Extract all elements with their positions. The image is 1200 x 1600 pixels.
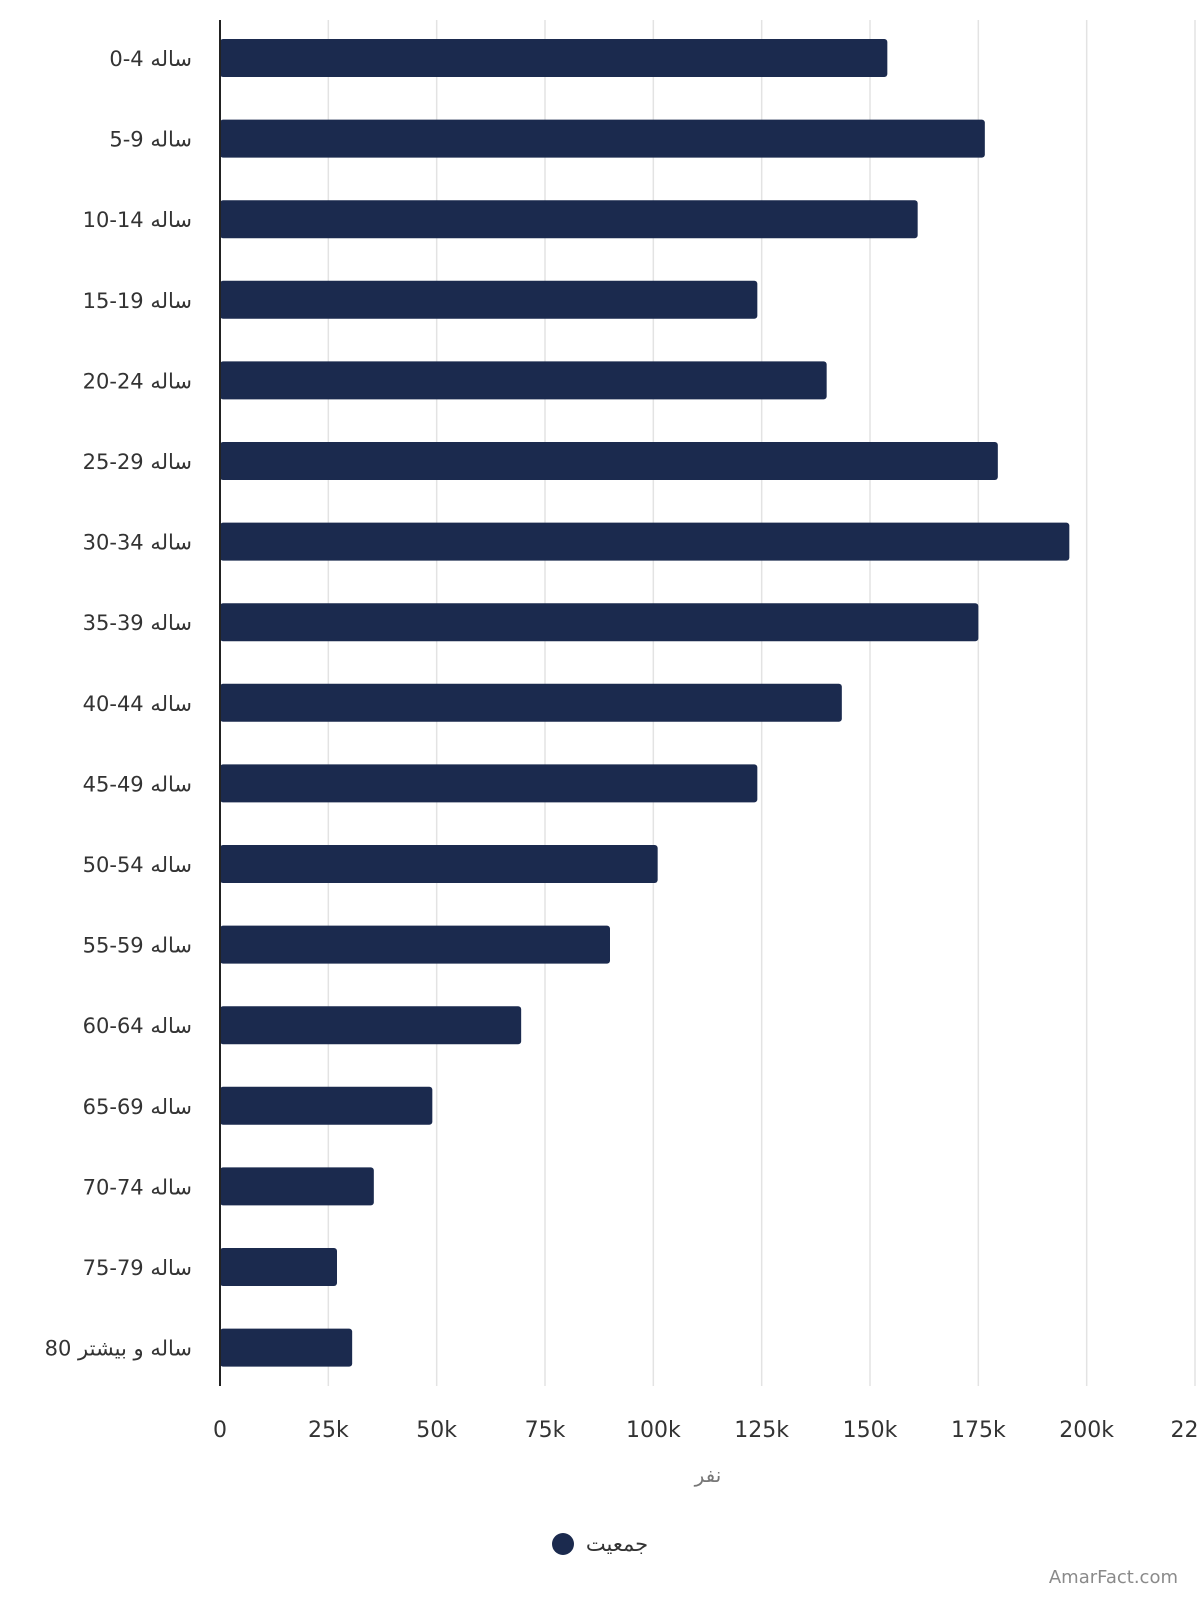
x-tick-label: 22... bbox=[1171, 1418, 1200, 1443]
x-tick-label: 200k bbox=[1059, 1418, 1114, 1443]
bar[interactable] bbox=[220, 1006, 522, 1045]
x-tick-label: 125k bbox=[734, 1418, 789, 1443]
category-label: 20-24 ساله bbox=[83, 369, 192, 393]
category-label: 75-79 ساله bbox=[83, 1256, 192, 1280]
bar[interactable] bbox=[220, 764, 758, 803]
bar[interactable] bbox=[220, 603, 979, 642]
bar[interactable] bbox=[220, 200, 918, 239]
x-tick-labels: 0 25k 50k 75k 100k 125k 150k 175k 200k 22... bbox=[213, 1418, 1200, 1443]
bar-chart: 0-4 ساله 5-9 ساله 10-14 ساله 15-19 ساله 20-2… bbox=[45, 20, 1200, 1487]
category-label: 25-29 ساله bbox=[83, 450, 192, 474]
category-label: 0-4 ساله bbox=[109, 47, 192, 71]
bar[interactable] bbox=[220, 361, 827, 400]
bar[interactable] bbox=[220, 1328, 353, 1367]
legend-label: جمعیت bbox=[585, 1532, 649, 1556]
bar[interactable] bbox=[220, 119, 985, 158]
x-tick-label: 75k bbox=[525, 1418, 566, 1443]
category-label: 60-64 ساله bbox=[83, 1014, 192, 1038]
category-label: 70-74 ساله bbox=[83, 1175, 192, 1199]
bar[interactable] bbox=[220, 39, 888, 77]
legend[interactable]: جمعیت bbox=[0, 1532, 1200, 1556]
bar[interactable] bbox=[220, 925, 610, 964]
category-label: 30-34 ساله bbox=[83, 531, 192, 555]
category-label: 65-69 ساله bbox=[83, 1095, 192, 1119]
x-tick-label: 175k bbox=[951, 1418, 1006, 1443]
bar[interactable] bbox=[220, 1167, 374, 1206]
bar[interactable] bbox=[220, 442, 998, 480]
category-label: 35-39 ساله bbox=[83, 611, 192, 635]
x-tick-label: 0 bbox=[213, 1418, 227, 1443]
x-axis-title: نفر bbox=[694, 1463, 722, 1487]
bars bbox=[220, 39, 1070, 1367]
bar[interactable] bbox=[220, 845, 658, 883]
x-tick-label: 150k bbox=[843, 1418, 898, 1443]
legend-swatch-icon bbox=[551, 1533, 574, 1555]
category-label: 15-19 ساله bbox=[83, 289, 192, 313]
category-label: 40-44 ساله bbox=[83, 692, 192, 716]
bar[interactable] bbox=[220, 280, 758, 319]
category-label: 45-49 ساله bbox=[83, 772, 192, 796]
category-label: 5-9 ساله bbox=[109, 128, 192, 152]
bar[interactable] bbox=[220, 683, 842, 722]
category-label: 50-54 ساله bbox=[83, 853, 192, 877]
category-label: 80 ساله و بیشتر bbox=[45, 1337, 192, 1361]
category-label: 55-59 ساله bbox=[83, 934, 192, 958]
x-tick-label: 100k bbox=[626, 1418, 681, 1443]
x-tick-label: 50k bbox=[416, 1418, 457, 1443]
x-tick-label: 25k bbox=[308, 1418, 349, 1443]
bar[interactable] bbox=[220, 1248, 337, 1286]
bar[interactable] bbox=[220, 1086, 433, 1125]
watermark: AmarFact.com bbox=[1048, 1567, 1178, 1588]
category-label: 10-14 ساله bbox=[83, 208, 192, 232]
category-labels: 0-4 ساله 5-9 ساله 10-14 ساله 15-19 ساله 20-2… bbox=[45, 47, 192, 1361]
bar[interactable] bbox=[220, 522, 1070, 561]
